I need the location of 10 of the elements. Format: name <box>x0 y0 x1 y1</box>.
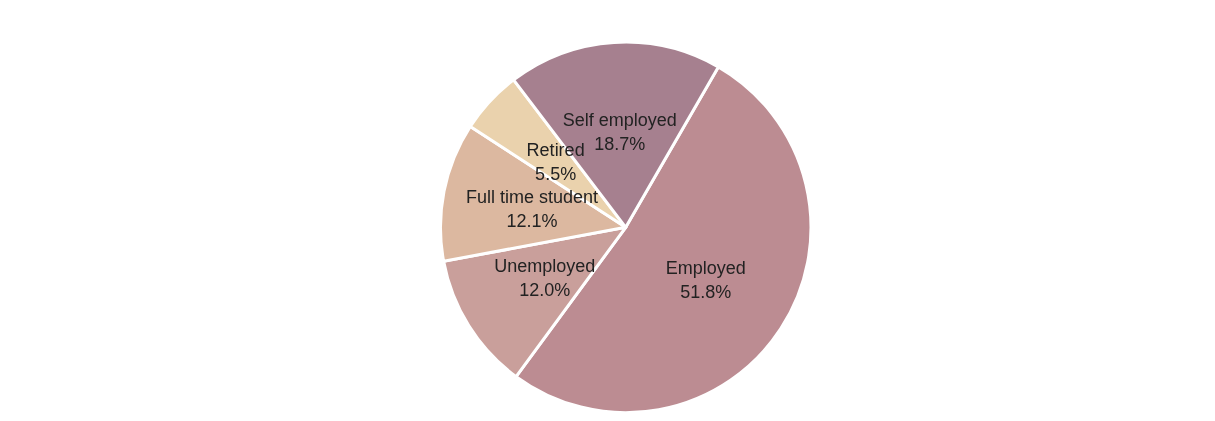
slice-label: Self employed <box>562 109 677 130</box>
slice-label: Unemployed <box>494 256 596 277</box>
slice-label: Employed <box>665 257 746 278</box>
slice-label: Full time student <box>465 186 598 207</box>
data-label: 18.7% <box>594 133 646 154</box>
slice-label: Retired <box>526 140 585 161</box>
data-label: 12.1% <box>506 210 558 231</box>
data-label: 12.0% <box>519 280 571 301</box>
data-label: 51.8% <box>680 281 732 302</box>
data-label: 5.5% <box>535 164 577 185</box>
